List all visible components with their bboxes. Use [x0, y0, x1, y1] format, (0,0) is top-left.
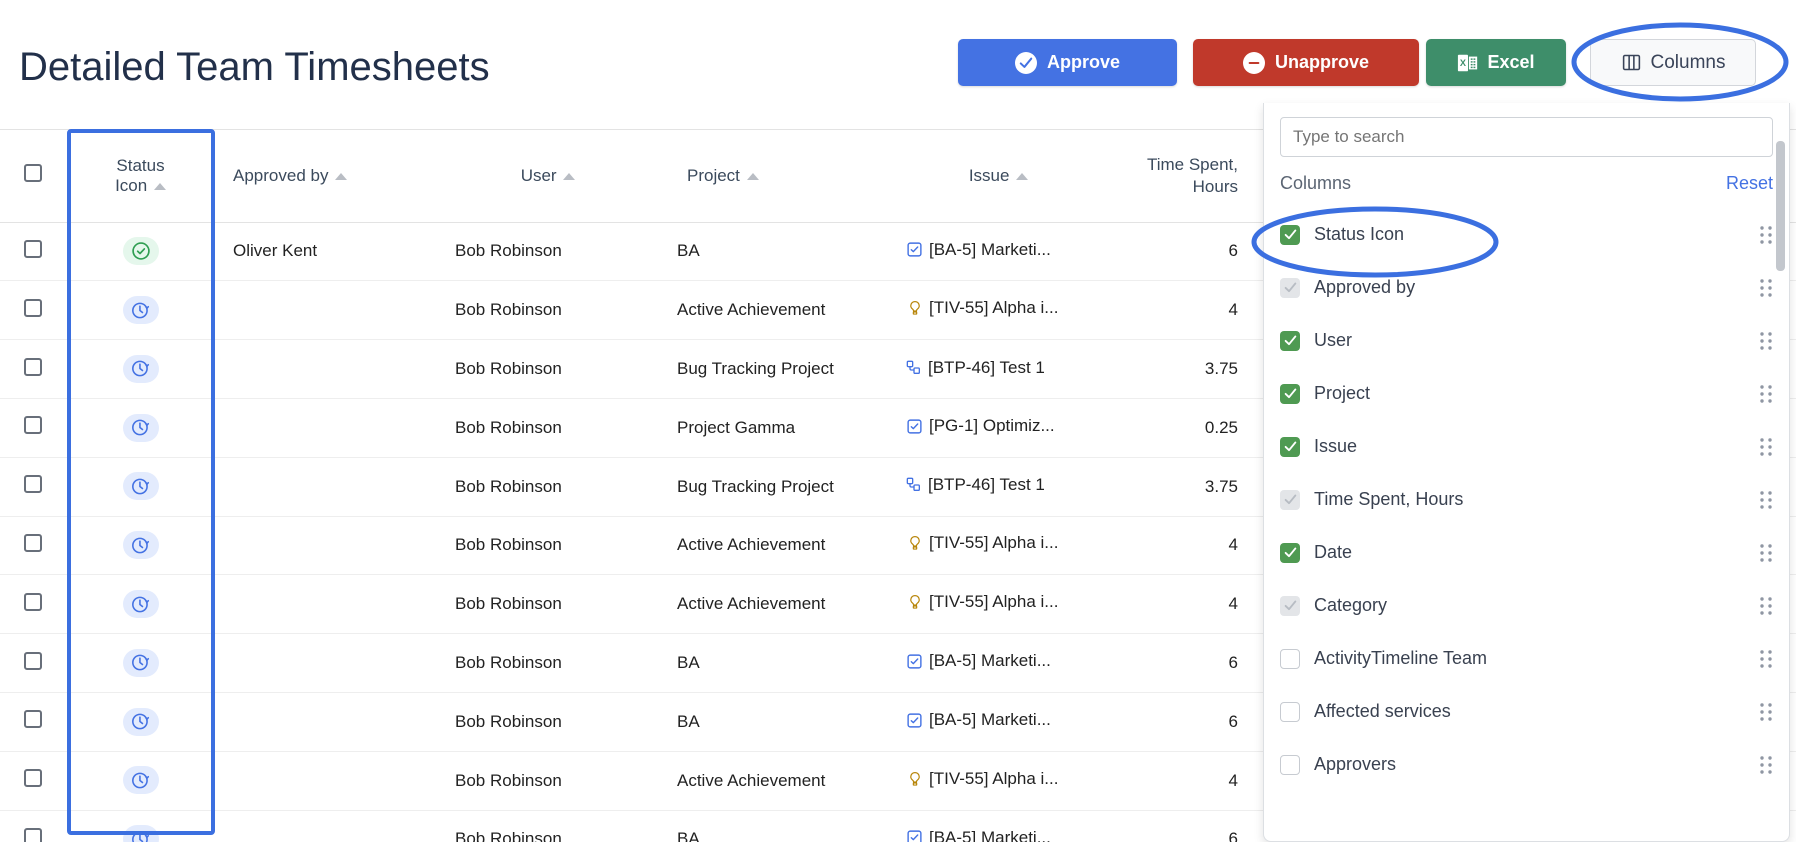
svg-text:X: X	[1460, 58, 1467, 68]
